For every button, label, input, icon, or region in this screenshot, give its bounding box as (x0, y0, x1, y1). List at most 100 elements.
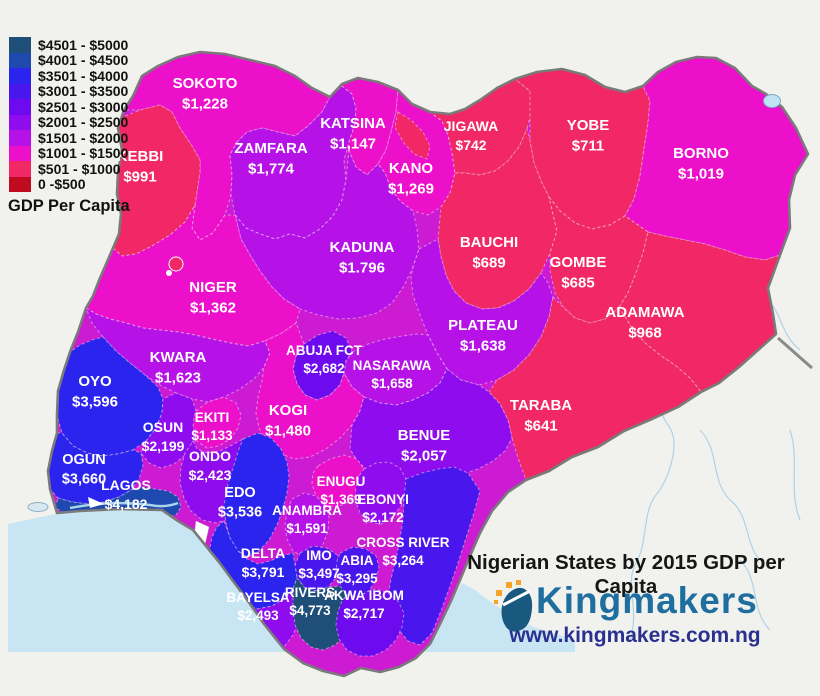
legend-swatch (9, 130, 31, 146)
state-shape-bauchi (437, 127, 558, 310)
state-label-edo: EDO (224, 485, 255, 501)
state-label-imo: IMO (306, 548, 332, 563)
state-label-ekiti: EKITI (195, 410, 230, 425)
legend-swatch (9, 145, 31, 161)
state-value-abia: $3,295 (336, 571, 378, 586)
legend-label: 0 -$500 (38, 176, 86, 193)
state-value-borno: $1,019 (678, 165, 724, 182)
state-shape-edo (223, 432, 290, 558)
state-value-bauchi: $689 (472, 254, 505, 271)
lake-chad (763, 94, 781, 108)
state-label-cross-river: CROSS RIVER (356, 535, 449, 550)
state-value-ondo: $2,423 (189, 467, 232, 483)
state-label-abia: ABIA (341, 553, 374, 568)
state-value-bayelsa: $2,493 (237, 608, 279, 623)
state-label-delta: DELTA (241, 545, 286, 561)
legend-swatch (9, 83, 31, 99)
state-label-zamfara: ZAMFARA (234, 140, 307, 157)
state-label-kebbi: KEBBI (117, 148, 164, 165)
state-label-ondo: ONDO (189, 448, 231, 464)
state-label-osun: OSUN (143, 419, 183, 435)
country-detail-overlays (69, 256, 210, 550)
state-label-abuja-fct: ABUJA FCT (286, 343, 363, 358)
legend-row: $4501 - $5000 (9, 37, 128, 53)
state-shape-anambra (284, 492, 330, 558)
legend-label: $1501 - $2000 (38, 129, 129, 146)
kainji-marker (168, 256, 184, 272)
state-value-kogi: $1,480 (265, 422, 311, 439)
state-label-oyo: OYO (78, 373, 112, 390)
state-value-ebonyi: $2,172 (362, 510, 403, 525)
legend-swatch (9, 99, 31, 115)
legend-row: $2501 - $3000 (9, 99, 128, 115)
state-value-gombe: $685 (561, 274, 594, 291)
state-label-bauchi: BAUCHI (460, 234, 518, 251)
state-value-lagos: $4,182 (105, 496, 148, 512)
state-label-borno: BORNO (673, 145, 729, 162)
state-shape-ebonyi (354, 461, 407, 525)
state-value-akwa-ibom: $2,717 (343, 606, 384, 621)
state-value-katsina: $1,147 (330, 135, 376, 152)
legend-row: $1501 - $2000 (9, 130, 128, 146)
state-value-plateau: $1,638 (460, 337, 506, 354)
legend-swatch (9, 114, 31, 130)
state-label-bayelsa: BAYELSA (226, 590, 290, 605)
benin-lagoon (27, 502, 49, 512)
state-value-kebbi: $991 (123, 168, 156, 185)
state-value-nasarawa: $1,658 (371, 376, 413, 391)
state-shape-kwara (84, 306, 271, 403)
state-shape-ekiti (192, 396, 242, 449)
kingmakers-logo-icon (494, 580, 533, 632)
website-url[interactable]: www.kingmakers.com.ng (509, 624, 761, 647)
lagos-lagoon-islet (88, 497, 104, 508)
state-label-plateau: PLATEAU (448, 317, 518, 334)
state-value-osun: $2,199 (142, 438, 185, 454)
legend-row: $1001 - $1500 (9, 145, 128, 161)
state-value-rivers: $4,773 (289, 603, 331, 618)
state-label-taraba: TARABA (510, 397, 572, 414)
border-continuation (777, 336, 813, 370)
state-label-ebonyi: EBONYI (357, 492, 409, 507)
state-shape-akwa-ibom (335, 588, 405, 657)
state-label-kano: KANO (389, 160, 433, 177)
state-label-gombe: GOMBE (550, 254, 607, 271)
kingmakers-logo-text: Kingmakers (536, 580, 758, 621)
legend-label: $2001 - $2500 (38, 114, 129, 131)
state-shape-niger (85, 204, 301, 347)
state-label-rivers: RIVERS (285, 585, 335, 600)
state-value-sokoto: $1,228 (182, 95, 228, 112)
state-value-imo: $3,497 (298, 566, 339, 581)
legend-label: $2501 - $3000 (38, 98, 129, 115)
map-title: Nigerian States by 2015 GDP per Capita (467, 551, 785, 598)
legend-row: $3001 - $3500 (9, 83, 128, 99)
state-shape-kebbi (112, 104, 201, 257)
state-value-taraba: $641 (524, 417, 557, 434)
nigeria-outline (46, 50, 810, 678)
legend-swatch (9, 68, 31, 84)
state-value-adamawa: $968 (628, 324, 661, 341)
state-label-lagos: LAGOS (101, 477, 151, 493)
legend-label: $4001 - $4500 (38, 52, 129, 69)
legend-swatch (9, 161, 31, 177)
state-value-kaduna: $1.796 (339, 259, 385, 276)
state-label-akwa-ibom: AKWA IBOM (324, 588, 404, 603)
state-value-jigawa: $742 (455, 137, 486, 153)
legend-row: $2001 - $2500 (9, 114, 129, 131)
state-value-benue: $2,057 (401, 447, 447, 464)
state-value-edo: $3,536 (218, 505, 262, 521)
state-label-nasarawa: NASARAWA (353, 358, 432, 373)
state-label-niger: NIGER (189, 279, 237, 296)
legend-label: $4501 - $5000 (38, 36, 129, 53)
state-value-kano: $1,269 (388, 180, 434, 197)
state-label-ogun: OGUN (62, 452, 106, 468)
state-label-anambra: ANAMBRA (272, 503, 342, 518)
state-value-kwara: $1,623 (155, 369, 201, 386)
state-value-abuja-fct: $2,682 (303, 361, 344, 376)
state-label-sokoto: SOKOTO (173, 75, 238, 92)
state-label-jigawa: JIGAWA (444, 118, 498, 134)
state-labels-layer: SOKOTO $1,228 KEBBI $991 ZAMFARA $1,774 KATSIN… (62, 75, 729, 623)
state-label-yobe: YOBE (567, 117, 610, 134)
state-label-katsina: KATSINA (320, 115, 386, 132)
state-shape-jigawa (394, 111, 431, 160)
